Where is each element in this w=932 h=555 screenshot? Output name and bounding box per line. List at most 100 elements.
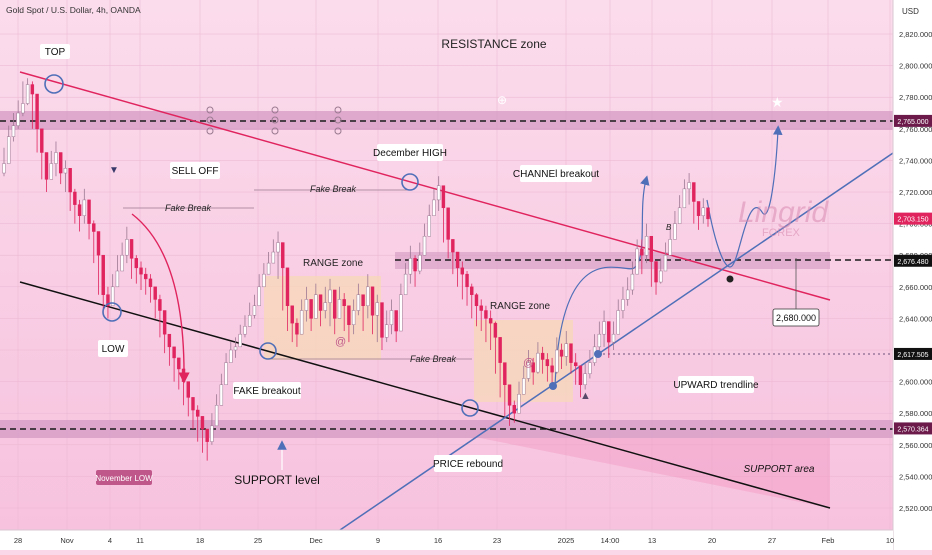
resistance-zone-label: RESISTANCE zone	[441, 37, 546, 51]
candle-body	[266, 262, 271, 275]
price-tag-label-rebound-level: 2,617.505	[897, 352, 928, 359]
candle-body	[314, 294, 318, 319]
price-axis[interactable]	[893, 0, 932, 550]
x-tick-label: 25	[254, 536, 262, 545]
candle-body	[229, 349, 233, 363]
top-label: TOP	[40, 44, 70, 59]
channel-breakout-label: CHANNEl breakout	[513, 165, 599, 182]
candle-body	[219, 384, 224, 406]
x-tick-label: 28	[14, 536, 22, 545]
candle-body	[413, 258, 417, 272]
december-high-circle[interactable]	[401, 173, 419, 191]
candle-body	[200, 416, 205, 430]
y-ticks: 2,820.000 2,800.000 2,780.000 2,760.000 2,74…	[899, 30, 932, 513]
range-zone-label-1: RANGE zone	[303, 258, 363, 269]
candle-body	[304, 299, 309, 311]
top-circle[interactable]	[44, 74, 64, 94]
star-icon: ★	[771, 94, 784, 110]
time-axis[interactable]	[0, 530, 893, 550]
candle-body	[540, 352, 545, 360]
currency-label: USD	[902, 7, 919, 16]
candle-body	[233, 346, 238, 351]
candle-body	[640, 248, 644, 256]
candle-body	[73, 191, 77, 205]
y-tick-label: 2,560.000	[899, 441, 932, 450]
support-level-label: SUPPORT level	[234, 473, 320, 487]
watermark-sub: FOREX	[762, 227, 801, 239]
candle-body	[252, 305, 257, 316]
candle-body	[309, 299, 313, 319]
x-tick-label: 16	[434, 536, 442, 545]
candle-body	[271, 251, 276, 264]
price-rebound-label: PRICE rebound	[433, 455, 503, 472]
candle-body	[692, 182, 696, 202]
candle-body	[503, 362, 507, 386]
price-tag-label-support-level: 2,570.364	[897, 426, 928, 433]
candle-body	[569, 343, 573, 363]
candle-body	[82, 199, 87, 216]
candle-body	[635, 248, 639, 275]
candle-body	[455, 251, 460, 269]
fake-breakout-circle[interactable]	[259, 342, 277, 360]
price-tag-range-level	[894, 254, 932, 267]
candle-body	[602, 321, 606, 335]
y-tick-label: 2,720.000	[899, 188, 932, 197]
candle-body	[701, 207, 705, 216]
candle-body	[564, 343, 568, 357]
price-rebound-circle[interactable]	[461, 399, 479, 417]
pin-icons	[206, 106, 342, 135]
candle-body	[625, 289, 630, 300]
price-tag-resistance-level	[894, 114, 932, 127]
price-tag-support-level	[894, 422, 932, 435]
price-tag-label-last-price: 2,703.150	[897, 217, 928, 224]
candle-body	[470, 286, 474, 295]
y-tick-label: 2,660.000	[899, 283, 932, 292]
upward-trendline-label: UPWARD trendline	[673, 376, 759, 393]
candle-body	[356, 294, 361, 311]
x-tick-label: 23	[493, 536, 501, 545]
candle-body	[238, 333, 242, 348]
candle-body	[49, 163, 53, 180]
svg-text:TOP: TOP	[45, 47, 66, 58]
svg-text:LOW: LOW	[102, 344, 125, 355]
candle-body	[673, 223, 677, 240]
candle-body	[517, 393, 521, 414]
sell-marker-icon: ▼	[109, 165, 119, 176]
x-tick-label: 11	[136, 536, 144, 545]
candle-body	[621, 299, 625, 311]
candle-body	[295, 322, 299, 335]
svg-text:2,680.000: 2,680.000	[776, 313, 816, 323]
candle-body	[54, 152, 58, 164]
support-area-wedge	[480, 438, 830, 508]
svg-text:FAKE breakout: FAKE breakout	[233, 386, 300, 397]
candle-body	[536, 352, 540, 373]
candle-body	[479, 305, 483, 311]
candle-body	[214, 405, 219, 427]
fake-break-label-2: Fake Break	[310, 184, 357, 194]
candle-body	[342, 299, 346, 307]
channel-path-arrow	[554, 175, 650, 389]
candle-body	[139, 267, 143, 275]
candle-body	[507, 384, 512, 406]
y-tick-label: 2,760.000	[899, 125, 932, 134]
candle-body	[370, 286, 375, 316]
y-tick-label: 2,820.000	[899, 30, 932, 39]
candle-body	[186, 381, 190, 398]
resistance-band	[0, 111, 893, 130]
candle-body	[63, 168, 68, 174]
candle-body	[361, 294, 365, 307]
down-arrow-icon: ⊕	[497, 93, 507, 107]
candle-body	[125, 239, 129, 256]
candle-body	[389, 310, 394, 325]
candle-body	[153, 286, 157, 300]
low-circle[interactable]	[102, 302, 122, 322]
candle-body	[403, 273, 408, 295]
candle-body	[607, 321, 611, 343]
x-tick-label: 18	[196, 536, 204, 545]
target-eye-icon	[726, 275, 734, 283]
candle-body	[129, 239, 134, 259]
candle-body	[177, 357, 181, 370]
candle-body	[451, 239, 455, 253]
